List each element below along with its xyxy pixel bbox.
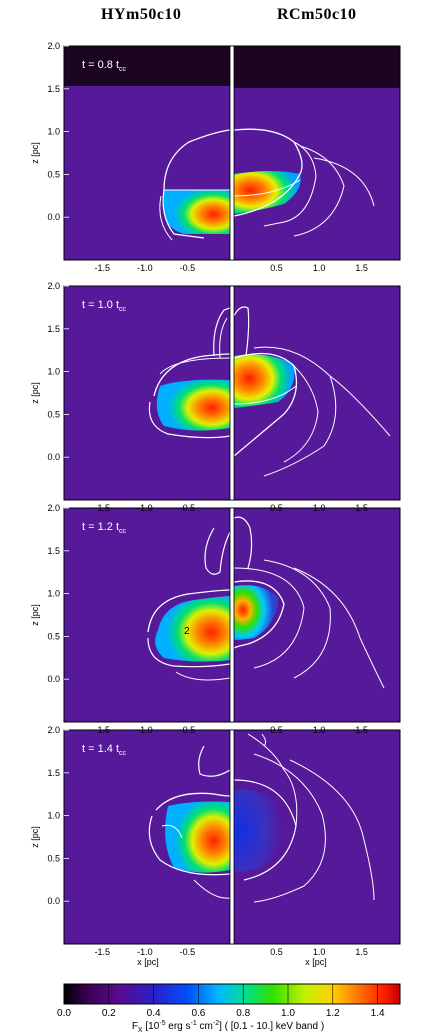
colorbar-tick-label: 0.0	[57, 1008, 71, 1019]
colorbar-tick-label: 1.0	[281, 1008, 295, 1019]
x-tick-label: -1.0	[137, 263, 153, 273]
panel-left-2	[64, 286, 230, 500]
y-tick-label: 1.5	[47, 546, 60, 556]
colorbar-tick-label: 1.2	[326, 1008, 340, 1019]
time-label: t = 1.0 tcc	[82, 299, 127, 313]
colorbar-label: FX [10-5 erg s-1 cm-2] ( [0.1 - 10.] keV…	[132, 1020, 324, 1034]
y-tick-label: 1.5	[47, 84, 60, 94]
y-tick-label: 0.0	[47, 896, 60, 906]
z-axis-label: z [pc]	[30, 826, 40, 848]
panel-right-2	[234, 286, 400, 500]
x-tick-label: -1.5	[95, 947, 111, 957]
y-tick-label: 1.0	[47, 811, 60, 821]
y-tick-label: 1.0	[47, 127, 60, 137]
y-tick-label: 0.5	[47, 631, 60, 641]
right-column-title: RCm50c10	[277, 6, 357, 23]
y-tick-label: 0.0	[47, 674, 60, 684]
colorbar-tick-label: 0.6	[191, 1008, 205, 1019]
panel-right-4	[234, 730, 400, 944]
x-tick-label: -1.0	[137, 947, 153, 957]
y-tick-label: 0.5	[47, 169, 60, 179]
y-tick-label: 2.0	[47, 281, 60, 291]
x-tick-label: -0.5	[180, 947, 196, 957]
colorbar-gradient	[63, 983, 401, 1005]
colorbar-tick-label: 0.8	[236, 1008, 250, 1019]
y-tick-label: 0.0	[47, 212, 60, 222]
time-label: t = 0.8 tcc	[82, 59, 127, 73]
y-tick-label: 2.0	[47, 41, 60, 51]
x-tick-label: 1.5	[355, 947, 368, 957]
x-tick-label: 0.5	[270, 947, 283, 957]
contour-label: 2	[184, 626, 190, 637]
panel-right-3	[234, 508, 400, 722]
panel-divider	[229, 45, 235, 261]
x-tick-label: 1.0	[313, 263, 326, 273]
y-tick-label: 0.5	[47, 409, 60, 419]
x-axis-label-right: x [pc]	[305, 957, 327, 967]
z-axis-label: z [pc]	[30, 604, 40, 626]
time-label: t = 1.4 tcc	[82, 743, 127, 757]
panel-row-4	[64, 730, 400, 944]
panel-row-2	[64, 286, 400, 500]
left-column-title: HYm50c10	[101, 6, 182, 23]
y-tick-label: 0.0	[47, 452, 60, 462]
axes-overlay: 2.0 1.5 1.0 0.5 0.0 z [pc] -1.5 -1.0 -0.5 0.5 1.0 1…	[30, 41, 401, 967]
y-tick-label: 1.0	[47, 589, 60, 599]
y-tick-label: 2.0	[47, 725, 60, 735]
y-tick-label: 1.5	[47, 768, 60, 778]
y-tick-label: 2.0	[47, 503, 60, 513]
colorbar: 0.0 0.2 0.4 0.6 0.8 1.0 1.2 1.4 FX [10-5 erg s-…	[57, 983, 401, 1034]
colorbar-tick-label: 0.4	[147, 1008, 161, 1019]
panel-left-1	[64, 46, 230, 260]
panel-left-4	[64, 730, 230, 944]
colorbar-tick-label: 0.2	[102, 1008, 116, 1019]
x-tick-label: 0.5	[270, 263, 283, 273]
panel-divider	[229, 285, 235, 501]
time-label: t = 1.2 tcc	[82, 521, 127, 535]
panel-divider	[229, 729, 235, 945]
x-tick-label: -0.5	[180, 263, 196, 273]
x-tick-label: 1.0	[313, 947, 326, 957]
z-axis-label: z [pc]	[30, 382, 40, 404]
panel-right-1	[234, 46, 400, 260]
z-axis-label: z [pc]	[30, 142, 40, 164]
y-tick-label: 1.5	[47, 324, 60, 334]
x-tick-label: -1.5	[95, 263, 111, 273]
panel-divider	[229, 507, 235, 723]
y-tick-label: 0.5	[47, 853, 60, 863]
colorbar-tick-label: 1.4	[371, 1008, 385, 1019]
panel-row-1	[64, 46, 400, 260]
x-axis-label-left: x [pc]	[137, 957, 159, 967]
y-tick-label: 1.0	[47, 367, 60, 377]
panel-left-3	[64, 508, 230, 722]
x-tick-label: 1.5	[355, 263, 368, 273]
colorbar-ticks: 0.0 0.2 0.4 0.6 0.8 1.0 1.2 1.4	[57, 984, 385, 1019]
panel-row-3: 2	[64, 508, 400, 722]
